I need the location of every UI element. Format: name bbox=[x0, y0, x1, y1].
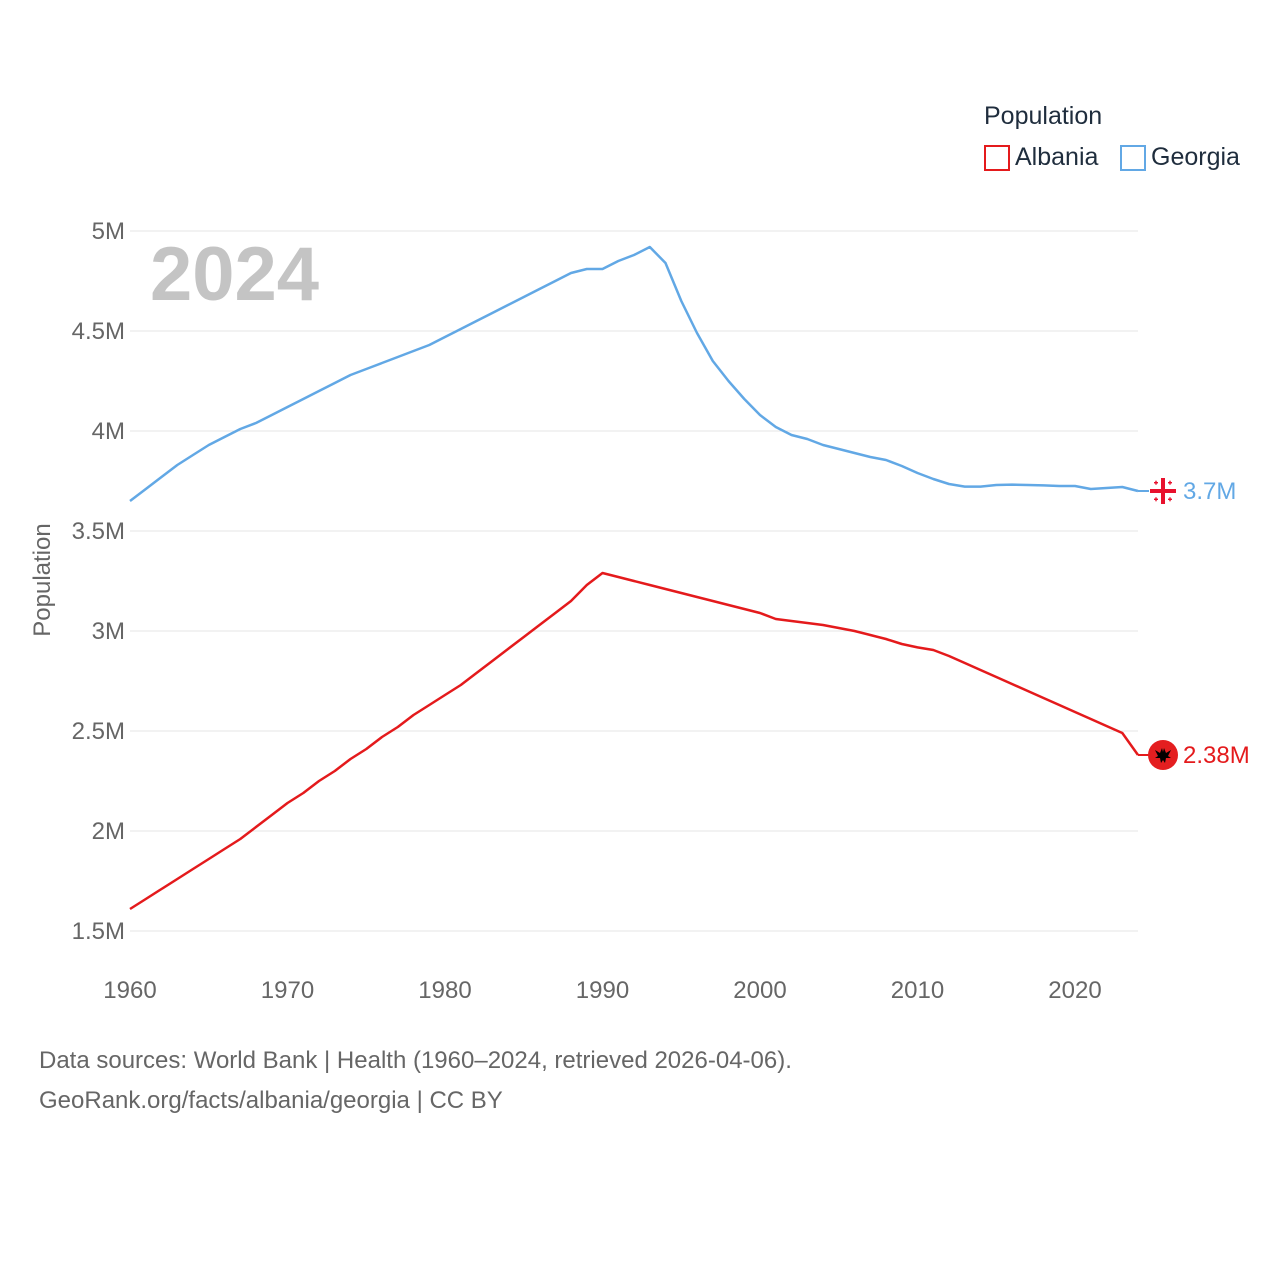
legend-swatch-georgia[interactable] bbox=[1120, 145, 1146, 171]
current-year-label: 2024 bbox=[150, 232, 319, 317]
albania-end-value: 2.38M bbox=[1183, 742, 1250, 769]
y-tick-label: 1.5M bbox=[72, 918, 125, 945]
y-tick-label: 4M bbox=[92, 418, 125, 445]
y-axis-label: Population bbox=[29, 523, 56, 636]
y-tick-label: 4.5M bbox=[72, 318, 125, 345]
legend-title: Population bbox=[984, 102, 1102, 130]
y-tick-label: 5M bbox=[92, 218, 125, 245]
albania-flag-icon bbox=[1148, 740, 1178, 770]
data-sources-text: Data sources: World Bank | Health (1960–… bbox=[39, 1047, 792, 1074]
gridlines bbox=[130, 230, 1138, 932]
georgia-end-marker: 3.7M bbox=[1138, 478, 1236, 505]
georgia-end-value: 3.7M bbox=[1183, 478, 1236, 505]
legend-label-albania[interactable]: Albania bbox=[1015, 143, 1098, 171]
y-axis-ticks: 1.5M 2M 2.5M 3M 3.5M 4M 4.5M 5M bbox=[72, 218, 125, 945]
albania-end-marker: 2.38M bbox=[1138, 740, 1250, 770]
series-lines bbox=[129, 245, 1140, 911]
source-link[interactable]: GeoRank.org/facts/albania/georgia | CC B… bbox=[39, 1087, 503, 1114]
y-tick-label: 3M bbox=[92, 618, 125, 645]
legend-swatch-albania[interactable] bbox=[984, 145, 1010, 171]
x-axis-ticks: 1960 1970 1980 1990 2000 2010 2020 bbox=[103, 977, 1101, 1004]
x-tick-label: 1990 bbox=[576, 977, 629, 1004]
series-line-georgia[interactable] bbox=[129, 245, 1139, 502]
y-tick-label: 2M bbox=[92, 818, 125, 845]
legend-label-georgia[interactable]: Georgia bbox=[1151, 143, 1240, 171]
georgia-flag-icon bbox=[1150, 478, 1176, 504]
x-tick-label: 2000 bbox=[733, 977, 786, 1004]
legend: Population Albania Georgia bbox=[984, 102, 1240, 171]
x-tick-label: 1970 bbox=[261, 977, 314, 1004]
y-tick-label: 2.5M bbox=[72, 718, 125, 745]
series-line-albania[interactable] bbox=[129, 571, 1140, 911]
x-tick-label: 1960 bbox=[103, 977, 156, 1004]
x-tick-label: 1980 bbox=[418, 977, 471, 1004]
y-tick-label: 3.5M bbox=[72, 518, 125, 545]
x-tick-label: 2020 bbox=[1048, 977, 1101, 1004]
x-tick-label: 2010 bbox=[891, 977, 944, 1004]
